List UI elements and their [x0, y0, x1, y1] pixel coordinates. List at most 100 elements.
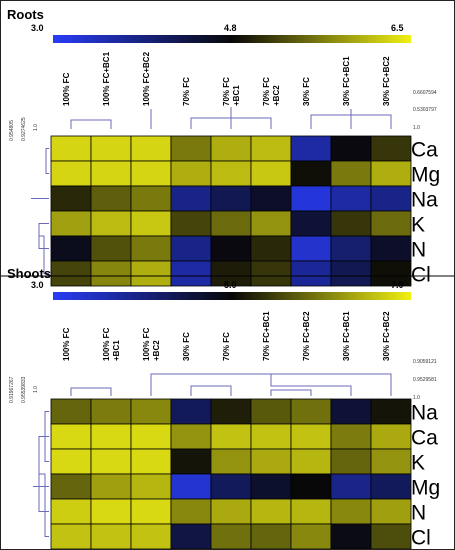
heatmap-cell: [170, 498, 212, 525]
column-label: 100% FC: [62, 327, 71, 361]
column-dendrogram-scale-label: 0.5303797: [413, 107, 437, 113]
heatmap-cell: [370, 260, 412, 287]
heatmap-cell: [210, 473, 252, 500]
heatmap-cell: [330, 135, 372, 162]
colorbar: [53, 292, 411, 300]
heatmap-cell: [290, 185, 332, 212]
heatmap-cell: [210, 498, 252, 525]
row-label: Mg: [411, 164, 440, 187]
row-label: Mg: [411, 477, 440, 500]
row-label: Cl: [411, 527, 431, 550]
heatmap-cell: [330, 448, 372, 475]
heatmap-cell: [210, 448, 252, 475]
colorbar-tick-label: 3.0: [31, 280, 44, 290]
heatmap-cell: [130, 473, 172, 500]
column-label: 30% FC: [182, 332, 191, 361]
row-dendrogram-scale-label: 0.954805: [9, 120, 15, 141]
row-label: K: [411, 214, 425, 237]
row-dendrogram-scale-label: 1.0: [33, 386, 39, 393]
heatmap-cell: [90, 210, 132, 237]
heatmap-cell: [50, 398, 92, 425]
heatmap-cell: [370, 473, 412, 500]
row-label: Na: [411, 189, 438, 212]
column-label: +BC1: [112, 340, 121, 361]
heatmap-cell: [130, 523, 172, 549]
heatmap-cell: [250, 498, 292, 525]
heatmap-cell: [90, 235, 132, 262]
heatmap-cell: [50, 423, 92, 450]
colorbar: [53, 35, 411, 43]
heatmap-cell: [290, 260, 332, 287]
heatmap-cell: [210, 235, 252, 262]
row-label: N: [411, 502, 426, 525]
heatmap-cell: [370, 185, 412, 212]
heatmap-cell: [290, 398, 332, 425]
heatmap-cell: [170, 448, 212, 475]
heatmap-cell: [90, 185, 132, 212]
heatmap-cell: [50, 235, 92, 262]
heatmap-cell: [90, 398, 132, 425]
heatmap-cell: [170, 423, 212, 450]
column-label: 30% FC+BC1: [342, 311, 351, 361]
heatmap-cell: [90, 523, 132, 549]
dendrogram-branch: [190, 385, 232, 396]
heatmap-cell: [290, 498, 332, 525]
heatmap-cell: [130, 235, 172, 262]
colorbar-tick-label: 5.0: [224, 280, 237, 290]
heatmap-cell: [90, 160, 132, 187]
column-label: 70% FC: [222, 77, 231, 106]
row-label: K: [411, 452, 425, 475]
heatmap-cell: [330, 235, 372, 262]
column-label: 30% FC+BC2: [382, 311, 391, 361]
heatmap-cell: [290, 210, 332, 237]
column-dendrogram: [70, 374, 392, 396]
heatmap-cell: [370, 423, 412, 450]
heatmap-cell: [370, 210, 412, 237]
column-dendrogram-scale-label: 1.0: [413, 395, 420, 401]
row-dendrogram-scale-label: 1.0: [33, 124, 39, 131]
heatmap-cells: [50, 135, 412, 287]
dendrogram-branch: [70, 387, 112, 396]
heatmap-cells: [50, 398, 412, 549]
colorbar-tick-label: 6.5: [391, 23, 404, 33]
column-label: +BC2: [152, 340, 161, 361]
column-label: 30% FC: [302, 77, 311, 106]
heatmap-cell: [370, 160, 412, 187]
heatmap-cell: [130, 448, 172, 475]
dendrogram-branch: [39, 473, 49, 537]
heatmap-cell: [170, 235, 212, 262]
heatmap-cell: [250, 398, 292, 425]
heatmap-cell: [90, 135, 132, 162]
heatmap-cell: [330, 473, 372, 500]
panel-title: Roots: [7, 7, 44, 22]
heatmap-cell: [50, 473, 92, 500]
row-dendrogram: [33, 412, 49, 537]
column-label: 70% FC: [222, 332, 231, 361]
heatmap-cell: [250, 135, 292, 162]
heatmap-cell: [210, 398, 252, 425]
heatmap-cell: [250, 523, 292, 549]
heatmap-cell: [330, 160, 372, 187]
heatmap-cell: [130, 185, 172, 212]
heatmap-cell: [50, 135, 92, 162]
heatmap-cell: [90, 448, 132, 475]
column-label: 70% FC+BC1: [262, 311, 271, 361]
heatmap-cell: [330, 523, 372, 549]
dendrogram-branch: [270, 389, 312, 396]
heatmap-cell: [170, 523, 212, 549]
heatmap-cell: [170, 160, 212, 187]
heatmap-cell: [50, 185, 92, 212]
row-label: N: [411, 239, 426, 262]
heatmap-cell: [250, 185, 292, 212]
heatmap-cell: [250, 260, 292, 287]
colorbar-tick-label: 4.8: [224, 23, 237, 33]
heatmap-cell: [330, 398, 372, 425]
row-dendrogram-scale-label: 0.91967267: [9, 376, 15, 403]
heatmap-cell: [370, 135, 412, 162]
column-label: 70% FC: [262, 77, 271, 106]
heatmap-cell: [50, 523, 92, 549]
heatmap-cell: [250, 423, 292, 450]
